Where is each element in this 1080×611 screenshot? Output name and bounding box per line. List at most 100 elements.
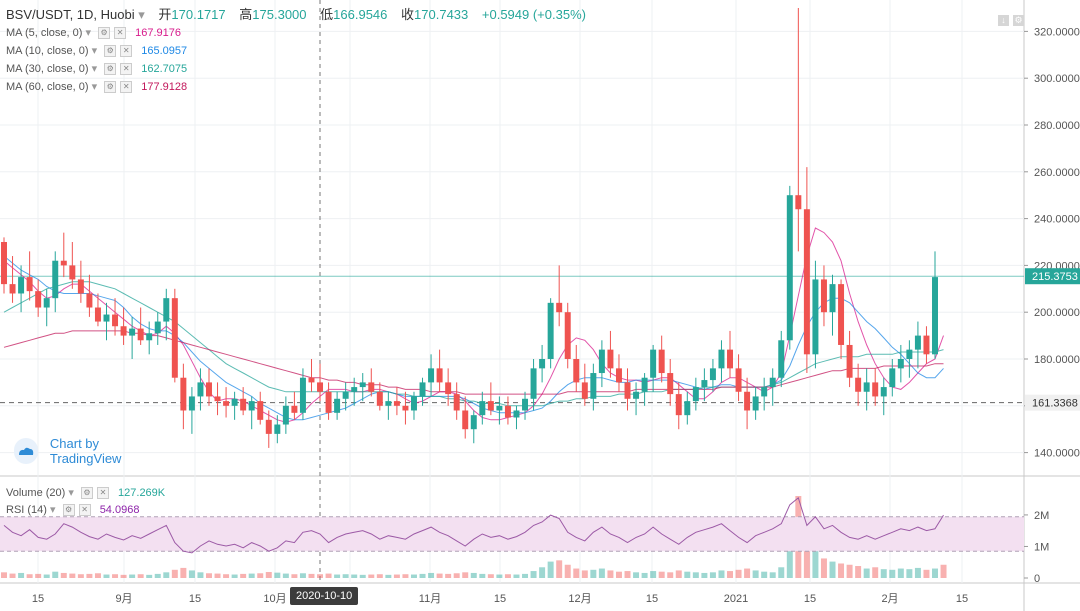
chevron-down-icon[interactable]: ▾ (68, 487, 74, 499)
candle-body (727, 349, 733, 369)
gear-icon[interactable]: ⚙ (80, 487, 93, 500)
rsi-line (3, 497, 944, 554)
close-icon[interactable]: ✕ (120, 81, 133, 94)
ref-price-badge (1025, 394, 1080, 411)
legend-label: Volume (20) (6, 487, 66, 499)
candle-body (752, 396, 759, 411)
volume-bar (590, 569, 597, 578)
candle-body (692, 387, 699, 402)
candle-body (137, 328, 144, 341)
candle-body (675, 394, 682, 416)
settings-icon[interactable]: ⚙ (1013, 15, 1024, 26)
gear-icon[interactable]: ⚙ (104, 81, 117, 94)
chevron-down-icon[interactable]: ▾ (85, 27, 92, 39)
candle-body (94, 307, 101, 322)
tradingview-branding[interactable]: Chart by TradingView (14, 436, 164, 466)
candle-body (778, 340, 785, 378)
volume-bar (906, 569, 913, 578)
volume-bar (897, 568, 904, 578)
volume-bar (547, 561, 554, 578)
candle-body (43, 298, 50, 308)
volume-bar (752, 570, 759, 578)
candle-body (744, 391, 751, 411)
volume-bar (1, 572, 7, 578)
rsi-band (0, 516, 1024, 552)
gear-icon[interactable]: ⚙ (62, 504, 75, 517)
candle-body (60, 260, 67, 266)
candle-body (504, 405, 511, 418)
candle-body (624, 382, 631, 399)
legend-ma60[interactable]: MA (60, close, 0) ▾ ⚙ ✕ 177.9128 (6, 80, 187, 94)
legend-volume[interactable]: Volume (20) ▾ ⚙ ✕ 127.269K (6, 486, 165, 500)
candle-body (248, 401, 255, 411)
candle-body (317, 382, 324, 392)
price-tick-label: 140.0000 (1034, 448, 1080, 460)
volume-bar (564, 564, 571, 578)
close-icon[interactable]: ✕ (120, 45, 133, 58)
candle-body (257, 401, 264, 420)
legend-value: 165.0957 (141, 45, 188, 57)
volume-bar (299, 573, 306, 578)
volume-bar (820, 558, 827, 578)
candle-body (855, 377, 862, 392)
candle-body (385, 401, 392, 406)
gear-icon[interactable]: ⚙ (104, 45, 117, 58)
volume-bar (761, 571, 768, 578)
chevron-down-icon[interactable]: ▾ (91, 45, 98, 57)
x-tick-label: 10月 (263, 593, 286, 605)
volume-bar (52, 571, 59, 578)
volume-bar (453, 573, 460, 578)
candle-body (829, 284, 836, 313)
tradingview-logo-icon (14, 438, 38, 464)
chevron-down-icon[interactable]: ▾ (91, 63, 98, 75)
symbol-label[interactable]: BSV/USDT, 1D, Huobi (6, 7, 135, 22)
volume-bar (180, 567, 187, 578)
candle-body (838, 284, 845, 345)
legend-ma30[interactable]: MA (30, close, 0) ▾ ⚙ ✕ 162.7075 (6, 62, 187, 76)
legend-ma10[interactable]: MA (10, close, 0) ▾ ⚙ ✕ 165.0957 (6, 44, 188, 58)
candle-body (206, 382, 212, 397)
candle-body (598, 349, 605, 374)
legend-label: RSI (14) (6, 504, 47, 516)
volume-bar (829, 561, 836, 578)
download-icon[interactable]: ↓ (998, 15, 1009, 26)
legend-label: MA (30, close, 0) (6, 63, 89, 75)
candle-body (18, 277, 25, 294)
ma-lines (3, 227, 944, 423)
volume-bar (744, 568, 751, 578)
close-icon[interactable]: ✕ (120, 63, 133, 76)
candle-body (932, 277, 938, 355)
x-tick-label: 15 (956, 593, 968, 605)
symbol-dropdown-icon[interactable]: ▾ (138, 7, 145, 22)
crosshair-date-label: 2020-10-10 (290, 587, 359, 605)
candle-body (803, 209, 810, 355)
legend-rsi[interactable]: RSI (14) ▾ ⚙ ✕ 54.0968 (6, 503, 139, 517)
volume-bar (334, 574, 341, 578)
volume-bar (872, 567, 879, 578)
candle-body (564, 312, 571, 359)
legend-ma5[interactable]: MA (5, close, 0) ▾ ⚙ ✕ 167.9176 (6, 26, 181, 40)
volume-bar (513, 574, 520, 578)
candle-body (282, 405, 289, 425)
chevron-down-icon[interactable]: ▾ (50, 504, 56, 516)
x-tick-label: 15 (189, 593, 201, 605)
volume-bar (718, 570, 725, 578)
candle-body (735, 368, 742, 392)
price-tick-label: 240.0000 (1034, 214, 1080, 226)
volume-bar (701, 572, 708, 578)
candle-body (641, 377, 648, 392)
gear-icon[interactable]: ⚙ (104, 63, 117, 76)
volume-bar (137, 574, 144, 578)
close-icon[interactable]: ✕ (114, 27, 127, 40)
volume-bar (308, 573, 315, 578)
candle-body (368, 382, 375, 392)
price-tick-label: 300.0000 (1034, 73, 1080, 85)
ma-line-1 (3, 227, 944, 423)
gear-icon[interactable]: ⚙ (98, 27, 111, 40)
chevron-down-icon[interactable]: ▾ (91, 81, 98, 93)
volume-bar (709, 572, 716, 578)
close-icon[interactable]: ✕ (78, 504, 91, 517)
close-icon[interactable]: ✕ (96, 487, 109, 500)
candle-body (470, 415, 477, 430)
